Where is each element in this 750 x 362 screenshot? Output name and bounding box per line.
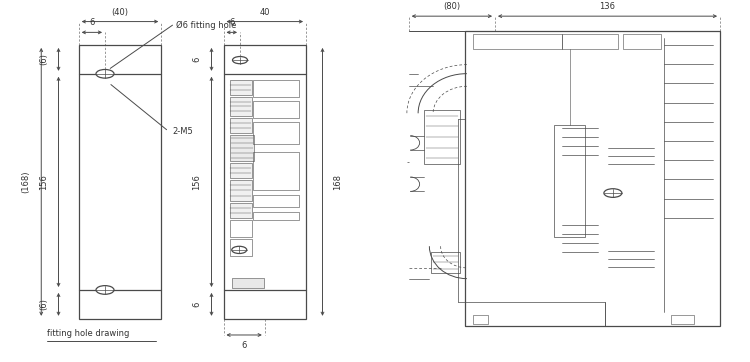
Bar bbox=[230, 135, 254, 161]
Circle shape bbox=[96, 286, 114, 294]
Bar bbox=[232, 278, 265, 288]
Bar bbox=[230, 203, 252, 218]
Bar bbox=[424, 110, 460, 164]
Bar bbox=[79, 45, 161, 319]
Bar bbox=[671, 315, 694, 324]
Bar bbox=[253, 152, 299, 190]
Text: 6: 6 bbox=[229, 18, 235, 27]
Text: (40): (40) bbox=[112, 8, 128, 17]
Circle shape bbox=[232, 56, 248, 64]
Bar bbox=[253, 80, 299, 97]
Bar bbox=[465, 30, 720, 326]
Text: 40: 40 bbox=[260, 8, 270, 17]
Text: 2-M5: 2-M5 bbox=[172, 127, 194, 136]
Bar bbox=[253, 195, 299, 207]
Text: fitting hole drawing: fitting hole drawing bbox=[47, 328, 130, 337]
Bar bbox=[472, 315, 488, 324]
Text: 136: 136 bbox=[599, 2, 616, 11]
Bar bbox=[230, 80, 252, 95]
Text: (80): (80) bbox=[443, 2, 460, 11]
Bar bbox=[230, 97, 252, 116]
Bar bbox=[623, 34, 662, 49]
Bar bbox=[230, 180, 252, 201]
Circle shape bbox=[232, 246, 247, 253]
Text: 6: 6 bbox=[192, 302, 201, 307]
Text: Ø6 fitting hole: Ø6 fitting hole bbox=[176, 21, 237, 30]
Text: (6): (6) bbox=[39, 54, 48, 65]
Text: 168: 168 bbox=[333, 174, 342, 190]
Circle shape bbox=[604, 189, 622, 197]
Bar bbox=[230, 239, 252, 256]
Text: 6: 6 bbox=[192, 57, 201, 62]
Bar bbox=[230, 118, 252, 133]
Bar bbox=[472, 34, 562, 49]
Text: 156: 156 bbox=[192, 174, 201, 190]
Bar bbox=[562, 34, 618, 49]
Bar bbox=[230, 163, 252, 178]
Text: (168): (168) bbox=[22, 171, 31, 193]
Text: 6: 6 bbox=[242, 341, 247, 350]
Bar bbox=[230, 220, 252, 237]
Bar bbox=[465, 302, 605, 326]
Text: 156: 156 bbox=[39, 174, 48, 190]
Bar bbox=[431, 252, 460, 273]
Bar bbox=[554, 125, 585, 237]
Bar bbox=[253, 212, 299, 220]
Bar bbox=[224, 45, 306, 319]
Bar bbox=[253, 122, 299, 144]
Bar bbox=[253, 101, 299, 118]
Text: (6): (6) bbox=[39, 298, 48, 310]
Circle shape bbox=[96, 70, 114, 78]
Text: 6: 6 bbox=[89, 18, 94, 27]
